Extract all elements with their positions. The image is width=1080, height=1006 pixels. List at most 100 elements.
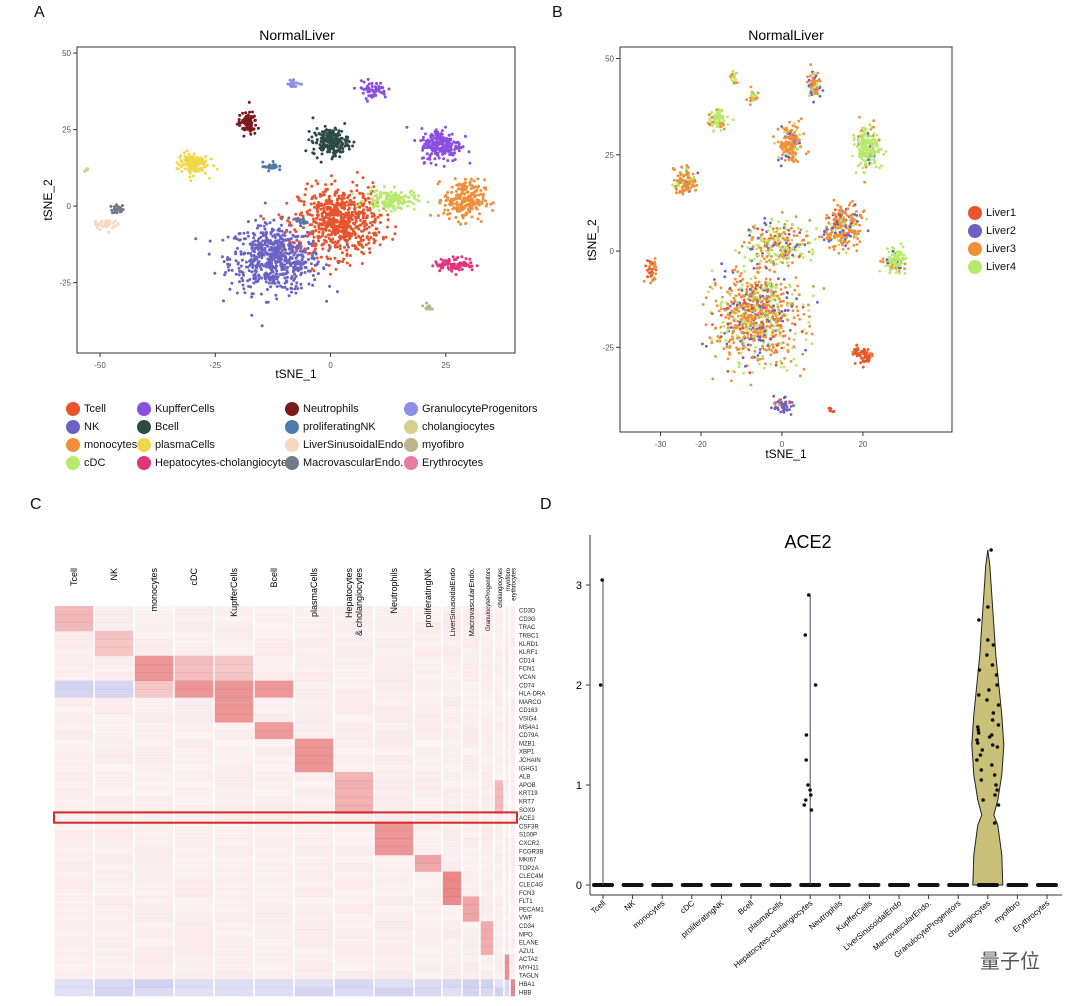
point-Liver4 (720, 108, 724, 112)
point-NK (236, 262, 240, 266)
point-NK (288, 247, 292, 251)
point-Liver3 (748, 241, 751, 245)
point-NK (267, 262, 271, 266)
point-Liver2 (893, 259, 897, 263)
point-Liver2 (798, 141, 801, 145)
point-Liver3 (678, 175, 681, 178)
point-Liver3 (722, 127, 726, 131)
point-Liver3 (725, 307, 729, 310)
point-Liver3 (765, 294, 769, 298)
point-NK (258, 265, 262, 269)
point-Liver4 (681, 172, 684, 176)
point-Liver2 (748, 288, 752, 291)
point-Liver3 (765, 260, 768, 264)
point-monocytes (429, 213, 433, 217)
point-monocytes (463, 192, 467, 196)
point-Liver3 (772, 238, 776, 242)
point-Liver2 (767, 320, 771, 323)
point-Liver4 (889, 262, 893, 265)
point-Liver3 (653, 257, 657, 260)
point-Liver3 (733, 300, 736, 304)
point-NK (312, 257, 316, 261)
point-KupfferCells (450, 142, 454, 146)
point-Bcell (340, 142, 344, 146)
point-NK (283, 247, 287, 251)
point-Neutrophils (246, 125, 250, 129)
point-Tcell (337, 226, 340, 230)
point-Liver3 (651, 271, 655, 275)
point-Tcell (359, 223, 363, 227)
point-Liver3 (837, 234, 840, 238)
point-Tcell (372, 237, 376, 241)
point-Liver3 (745, 290, 749, 294)
point-NK (273, 256, 277, 260)
point-KupfferCells (438, 148, 442, 151)
point-NK (345, 243, 349, 247)
point-NK (264, 232, 268, 236)
point-Liver2 (818, 86, 822, 89)
point-Liver1 (710, 312, 714, 315)
point-plasmaCells (192, 159, 196, 163)
point-KupfferCells (413, 139, 417, 142)
point-KupfferCells (370, 85, 374, 88)
point-Liver3 (736, 348, 739, 352)
point-Liver1 (860, 356, 863, 360)
point-NK (291, 245, 295, 249)
point-Liver2 (792, 137, 796, 141)
point-Liver3 (842, 217, 846, 221)
point-Tcell (312, 217, 315, 221)
point-Liver4 (784, 236, 788, 240)
legend-swatch (137, 420, 151, 434)
point-Liver3 (807, 250, 811, 254)
point-NK (275, 256, 279, 259)
point-Liver4 (807, 309, 811, 312)
point-Liver3 (793, 143, 796, 147)
point-Liver3 (732, 75, 736, 79)
legend-swatch (285, 438, 299, 452)
point-Liver4 (863, 171, 866, 175)
point-Liver3 (849, 220, 853, 224)
plot-frame-b (619, 46, 953, 433)
point-NK (298, 260, 302, 264)
point-Tcell (310, 197, 314, 201)
point-Bcell (319, 140, 323, 144)
point-Tcell (365, 215, 369, 219)
point-NK (253, 272, 257, 276)
point-Liver3 (651, 279, 654, 282)
legend-swatch (285, 402, 299, 416)
point-monocytes (455, 209, 459, 213)
point-Tcell (319, 227, 323, 231)
point-Bcell (336, 139, 340, 143)
point-Tcell (346, 238, 349, 242)
point-Liver4 (865, 159, 868, 163)
point-Liver4 (715, 112, 719, 116)
point-Liver3 (764, 280, 767, 284)
point-Tcell (310, 184, 314, 188)
point-Liver1 (855, 344, 859, 347)
point-NK (246, 220, 250, 224)
point-Liver3 (790, 128, 794, 132)
x-tick-label-b: -20 (695, 440, 707, 449)
point-Liver3 (788, 133, 792, 136)
point-Tcell (331, 209, 334, 213)
point-Liver4 (763, 287, 766, 290)
point-Bcell (326, 140, 330, 144)
point-proliferatingNK (301, 217, 305, 221)
point-Liver4 (751, 371, 755, 374)
point-Liver3 (798, 254, 802, 258)
point-Liver3 (781, 153, 784, 157)
point-NK (285, 269, 289, 273)
point-monocytes (468, 205, 472, 209)
panel-label-a: A (34, 4, 45, 21)
point-cDC (382, 205, 386, 209)
point-Liver2 (847, 215, 851, 219)
point-Liver2 (747, 314, 750, 317)
point-Liver2 (855, 214, 859, 217)
point-Liver4 (677, 184, 681, 187)
point-Bcell (330, 146, 334, 150)
point-NK (279, 263, 283, 267)
point-Liver4 (865, 139, 869, 142)
point-NK (291, 261, 295, 265)
point-Neutrophils (248, 123, 252, 126)
point-Bcell (320, 145, 324, 149)
